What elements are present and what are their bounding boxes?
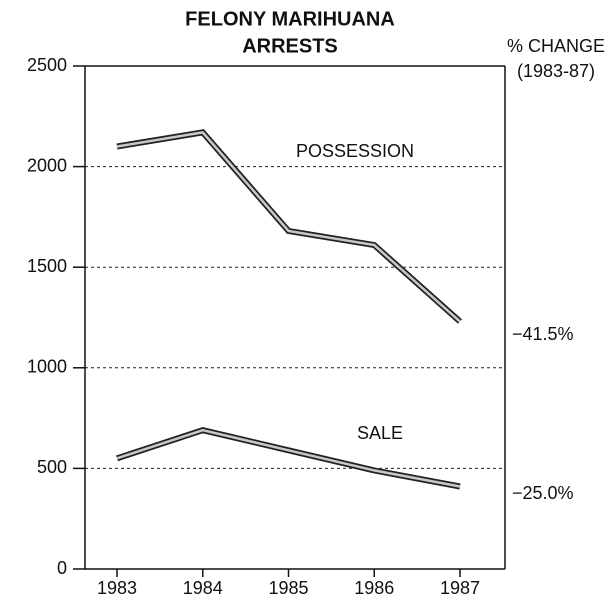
- change-label: −25.0%: [512, 483, 574, 503]
- right-header: % CHANGE: [507, 36, 605, 56]
- x-tick-label: 1985: [268, 578, 308, 598]
- x-tick-label: 1987: [440, 578, 480, 598]
- y-tick-label: 2000: [27, 155, 67, 175]
- series-line-highlight: [116, 131, 461, 323]
- x-tick-label: 1983: [97, 578, 137, 598]
- series-line: [116, 129, 462, 324]
- chart-title: ARRESTS: [242, 35, 338, 57]
- x-tick-label: 1984: [183, 578, 223, 598]
- y-tick-label: 1000: [27, 357, 67, 377]
- right-header: (1983-87): [517, 61, 595, 81]
- y-tick-label: 1500: [27, 256, 67, 276]
- y-tick-label: 500: [37, 457, 67, 477]
- change-label: −41.5%: [512, 324, 574, 344]
- y-tick-label: 2500: [27, 55, 67, 75]
- x-tick-label: 1986: [354, 578, 394, 598]
- chart-title: FELONY MARIHUANA: [185, 8, 395, 30]
- series-label: POSSESSION: [296, 141, 414, 161]
- y-tick-label: 0: [57, 558, 67, 578]
- series-line-highlight: [116, 428, 461, 488]
- series-label: SALE: [357, 423, 403, 443]
